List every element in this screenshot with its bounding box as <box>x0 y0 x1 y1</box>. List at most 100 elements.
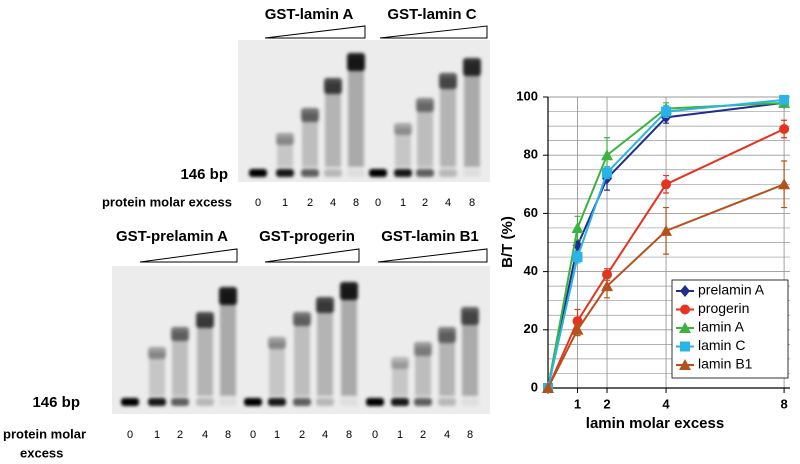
legend-label: lamin B1 <box>698 356 753 372</box>
complex-band <box>461 307 479 325</box>
gel-lane <box>171 327 189 406</box>
lane-axis-label: protein molar <box>3 426 86 441</box>
y-tick-label: 100 <box>516 88 538 103</box>
marker <box>602 167 613 178</box>
complex-band <box>148 347 166 359</box>
smear <box>317 302 333 396</box>
concentration-wedge <box>139 248 238 263</box>
y-tick-label: 80 <box>524 147 538 162</box>
marker <box>601 280 614 292</box>
marker <box>660 224 673 236</box>
complex-band <box>324 78 342 94</box>
gel-lane <box>301 108 319 177</box>
free-dna-band <box>438 398 456 406</box>
free-dna-band <box>414 398 432 406</box>
lane-label: 0 <box>127 429 133 441</box>
complex-band <box>276 133 294 145</box>
lane-label: 2 <box>422 197 428 209</box>
gel-lane <box>196 312 214 406</box>
gel-lane <box>369 169 387 177</box>
lane-label: 8 <box>346 429 352 441</box>
complex-band <box>394 123 412 135</box>
smear <box>197 317 213 396</box>
gel-panels: 0 1 2 4 8 0 1 2 4 8 0 1 2 4 8 0 1 2 4 8 0 1 2 4 8 <box>112 25 490 441</box>
free-dna-band <box>121 398 139 406</box>
free-dna-band <box>394 169 412 177</box>
y-tick-label: 40 <box>524 263 538 278</box>
complex-band <box>416 98 434 112</box>
free-dna-band <box>171 398 189 406</box>
free-dna-band <box>244 398 262 406</box>
lane-label: 2 <box>420 429 426 441</box>
gel-lane <box>293 312 311 406</box>
marker <box>680 304 690 315</box>
gel-lane <box>366 398 384 406</box>
lane-label: 1 <box>274 429 280 441</box>
smear <box>277 138 293 167</box>
legend-box <box>671 279 789 379</box>
free-dna-band <box>249 169 267 177</box>
smear <box>417 103 433 167</box>
lane-label: 2 <box>307 197 313 209</box>
lane-label: 1 <box>397 429 403 441</box>
smear <box>464 63 480 167</box>
free-dna-band <box>391 398 409 406</box>
x-tick-label: 8 <box>780 396 787 411</box>
lane-label: 0 <box>372 429 378 441</box>
lane-axis-label: excess <box>20 445 63 460</box>
lane-label: 4 <box>202 429 208 441</box>
x-axis-label: lamin molar excess <box>586 415 724 432</box>
lane-label: 1 <box>400 197 406 209</box>
gel-lane <box>276 133 294 177</box>
lane-label: 4 <box>322 429 328 441</box>
marker <box>571 323 584 335</box>
concentration-wedge <box>377 248 488 263</box>
lane-label: 0 <box>255 197 261 209</box>
smear <box>302 113 318 167</box>
complex-band <box>171 327 189 341</box>
marker <box>542 382 554 393</box>
complex-band <box>196 312 214 328</box>
marker <box>680 285 690 297</box>
lane-label: 1 <box>154 429 160 441</box>
lane-label: 1 <box>282 197 288 209</box>
gel-lane <box>391 357 409 406</box>
x-tick-label: 2 <box>603 396 610 411</box>
gel-lane <box>148 347 166 406</box>
complex-band <box>340 282 358 300</box>
smear <box>220 292 236 396</box>
free-dna-band <box>366 398 384 406</box>
complex-band <box>316 297 334 313</box>
complex-band <box>301 108 319 122</box>
complex-band <box>219 287 237 305</box>
gel-lane <box>463 58 481 177</box>
free-dna-band <box>148 398 166 406</box>
gel-lane <box>394 123 412 177</box>
marker <box>679 322 691 333</box>
gel-lane <box>324 78 342 177</box>
free-dna-band <box>219 398 237 406</box>
gel-lane <box>347 53 365 177</box>
gel-lane <box>414 342 432 406</box>
gel-lane <box>219 287 237 406</box>
gel-lane <box>416 98 434 177</box>
marker <box>571 221 584 233</box>
free-dna-band <box>293 398 311 406</box>
marker <box>679 359 691 370</box>
gel-title: GST-prelamin A <box>116 228 228 245</box>
lane-label: 8 <box>469 197 475 209</box>
gel-lane <box>316 297 334 406</box>
free-dna-band <box>369 169 387 177</box>
smear <box>172 332 188 396</box>
marker <box>779 124 790 135</box>
line-chart: B/T (%) lamin molar excess 0 20 40 60 80 100 1… <box>499 88 791 432</box>
smear <box>269 342 285 396</box>
free-dna-band <box>347 169 365 177</box>
legend-label: prelamin A <box>698 282 765 298</box>
smear <box>392 362 408 396</box>
x-tick-label: 4 <box>662 396 670 411</box>
gel-lane <box>439 73 457 177</box>
smear <box>415 347 431 396</box>
y-tick-label: 0 <box>531 379 538 394</box>
